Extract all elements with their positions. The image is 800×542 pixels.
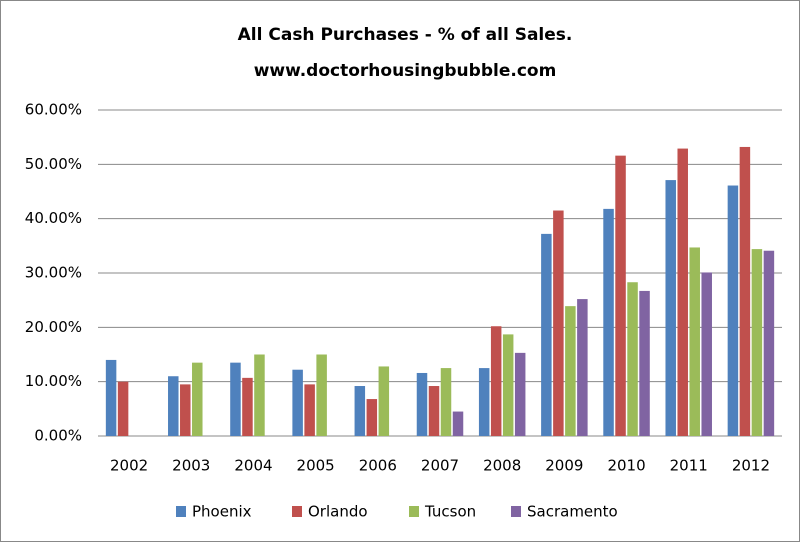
- bar: [577, 299, 588, 436]
- bar: [751, 249, 763, 436]
- y-tick-label: 0.00%: [34, 427, 82, 445]
- x-tick-label: 2002: [110, 457, 148, 475]
- legend-label: Orlando: [308, 503, 368, 521]
- bar: [541, 233, 552, 436]
- bar: [440, 368, 452, 436]
- bar: [180, 384, 191, 436]
- bar: [677, 148, 688, 436]
- bar: [192, 362, 203, 436]
- bar: [514, 352, 526, 436]
- y-tick-label: 30.00%: [25, 264, 82, 282]
- x-tick-label: 2006: [359, 457, 397, 475]
- y-tick-label: 50.00%: [25, 155, 82, 173]
- x-tick-label: 2009: [545, 457, 583, 475]
- bar: [428, 386, 440, 436]
- x-tick-label: 2004: [234, 457, 272, 475]
- legend-swatch: [292, 506, 302, 517]
- x-tick-label: 2012: [732, 457, 770, 475]
- bar: [615, 155, 626, 436]
- bar: [701, 272, 712, 436]
- chart-subtitle: www.doctorhousingbubble.com: [254, 61, 557, 81]
- x-tick-label: 2011: [670, 457, 708, 475]
- bar: [478, 368, 490, 436]
- bar: [230, 362, 241, 436]
- legend-swatch: [511, 506, 521, 517]
- bar: [168, 376, 179, 436]
- x-tick-label: 2010: [607, 457, 645, 475]
- bar: [378, 366, 390, 436]
- bar: [639, 290, 650, 436]
- bar: [452, 411, 464, 436]
- y-tick-label: 20.00%: [25, 318, 82, 336]
- bar: [117, 381, 129, 436]
- bar: [665, 180, 676, 436]
- bar: [627, 282, 638, 436]
- legend-label: Sacramento: [527, 503, 618, 521]
- x-tick-label: 2008: [483, 457, 521, 475]
- bar: [354, 386, 366, 436]
- legend-swatch: [409, 506, 419, 517]
- bar: [565, 306, 576, 436]
- bar: [105, 359, 117, 436]
- bar: [242, 377, 253, 436]
- bar: [502, 334, 514, 436]
- bar: [316, 354, 327, 436]
- bar: [689, 247, 700, 436]
- legend-label: Phoenix: [192, 503, 252, 521]
- y-tick-label: 10.00%: [25, 372, 82, 390]
- bar: [416, 372, 428, 436]
- x-tick-label: 2005: [297, 457, 335, 475]
- y-tick-label: 40.00%: [25, 209, 82, 227]
- bar: [304, 384, 315, 436]
- x-tick-label: 2007: [421, 457, 459, 475]
- chart-title: All Cash Purchases - % of all Sales.: [238, 25, 573, 45]
- bar: [366, 399, 378, 436]
- bar: [553, 210, 564, 436]
- bar: [490, 326, 502, 436]
- bar: [763, 250, 775, 436]
- bar: [292, 369, 303, 436]
- bar: [254, 354, 265, 436]
- bar: [739, 146, 751, 437]
- legend-swatch: [176, 506, 186, 517]
- bar: [603, 208, 614, 436]
- legend-label: Tucson: [424, 503, 476, 521]
- bar: [727, 185, 739, 436]
- x-tick-label: 2003: [172, 457, 210, 475]
- y-tick-label: 60.00%: [25, 101, 82, 119]
